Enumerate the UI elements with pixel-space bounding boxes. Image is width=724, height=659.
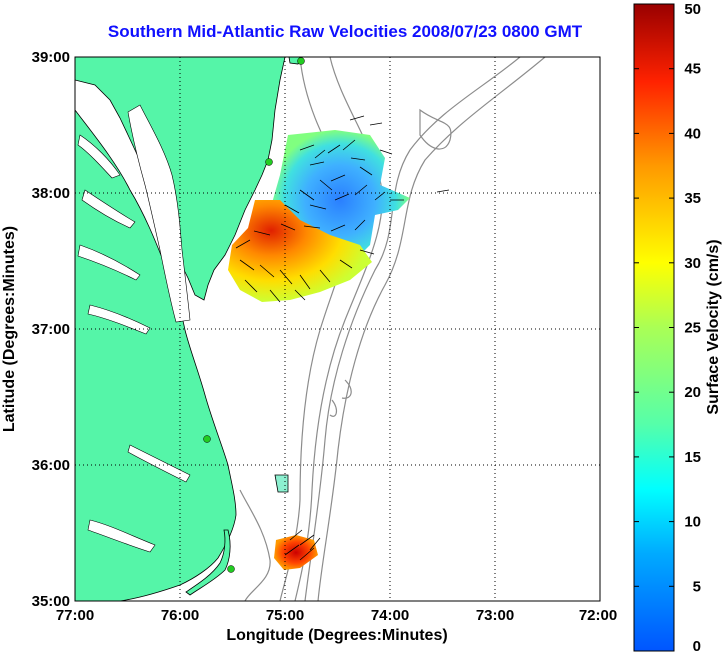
colorbar-tick-label: 30 — [684, 255, 701, 272]
colorbar-tick-label: 0 — [693, 638, 701, 655]
x-axis-label: Longitude (Degrees:Minutes) — [226, 627, 447, 644]
colorbar-gradient — [633, 3, 675, 652]
y-tick-label: 38:00 — [32, 185, 70, 202]
y-tick-label: 37:00 — [32, 321, 70, 338]
colorbar-tick-label: 45 — [684, 61, 701, 78]
velocity-field — [228, 130, 410, 570]
colorbar-tick-label: 50 — [684, 1, 701, 18]
colorbar-tick-label: 35 — [684, 190, 701, 207]
land-mass — [75, 57, 301, 601]
chesapeake-bay — [77, 104, 191, 553]
y-axis: 39:00 38:00 37:00 36:00 35:00 Latitude (… — [1, 49, 70, 610]
station-marker — [203, 435, 211, 443]
x-axis: 77:00 76:00 75:00 74:00 73:00 72:00 Long… — [56, 607, 617, 644]
station-marker — [227, 565, 235, 573]
y-tick-label: 35:00 — [32, 593, 70, 610]
x-tick-label: 75:00 — [266, 607, 304, 624]
x-tick-label: 74:00 — [371, 607, 409, 624]
map-title: Southern Mid-Atlantic Raw Velocities 200… — [107, 22, 583, 41]
y-axis-label: Latitude (Degrees:Minutes) — [1, 226, 18, 432]
velocity-arrows — [235, 115, 450, 561]
radar-stations — [203, 57, 305, 573]
x-tick-label: 73:00 — [476, 607, 514, 624]
station-marker — [265, 158, 273, 166]
y-tick-label: 36:00 — [32, 457, 70, 474]
colorbar-tick-label: 10 — [684, 514, 701, 531]
x-tick-label: 72:00 — [579, 607, 617, 624]
x-tick-label: 77:00 — [56, 607, 94, 624]
colorbar-tick-label: 15 — [684, 449, 701, 466]
x-tick-label: 76:00 — [161, 607, 199, 624]
grid-lines — [75, 57, 600, 601]
colorbar-tick-label: 25 — [684, 320, 701, 337]
station-marker — [297, 57, 305, 65]
colorbar-label: Surface Velocity (cm/s) — [705, 239, 722, 414]
colorbar-tick-label: 5 — [693, 578, 701, 595]
y-tick-label: 39:00 — [32, 49, 70, 66]
colorbar-tick-label: 20 — [684, 384, 701, 401]
colorbar-tick-label: 40 — [684, 125, 701, 142]
